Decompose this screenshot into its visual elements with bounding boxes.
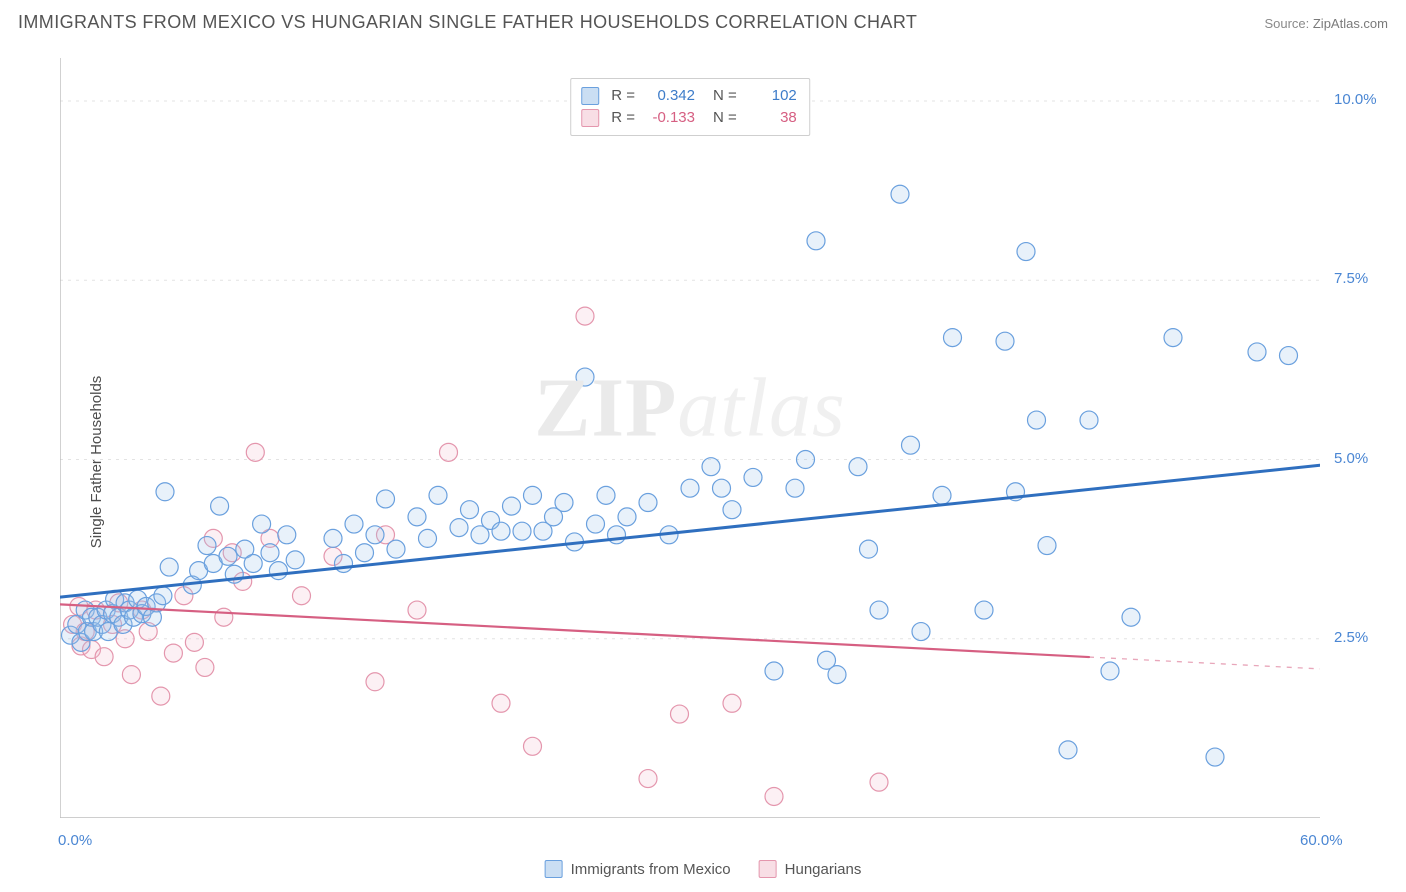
- y-tick-label: 5.0%: [1334, 450, 1368, 467]
- y-tick-label: 7.5%: [1334, 270, 1368, 287]
- stats-n-label-0: N =: [713, 85, 737, 107]
- source-link[interactable]: ZipAtlas.com: [1313, 16, 1388, 31]
- x-min-label: 0.0%: [58, 832, 92, 849]
- stats-n-value-mexico: 102: [745, 85, 797, 107]
- legend-label-mexico: Immigrants from Mexico: [571, 861, 731, 878]
- stats-swatch-mexico: [581, 87, 599, 105]
- y-tick-label: 2.5%: [1334, 629, 1368, 646]
- stats-r-label-0: R =: [611, 85, 635, 107]
- legend-label-hungarian: Hungarians: [785, 861, 862, 878]
- chart-title: IMMIGRANTS FROM MEXICO VS HUNGARIAN SING…: [18, 12, 917, 33]
- series-legend: Immigrants from Mexico Hungarians: [545, 860, 862, 878]
- stats-r-value-mexico: 0.342: [643, 85, 695, 107]
- plot-area: ZIPatlas R = 0.342 N = 102 R = -0.133 N …: [60, 58, 1320, 818]
- legend-swatch-mexico: [545, 860, 563, 878]
- stats-n-value-hungarian: 38: [745, 107, 797, 129]
- stats-row-hungarian: R = -0.133 N = 38: [581, 107, 797, 129]
- legend-item-hungarian: Hungarians: [759, 860, 862, 878]
- y-tick-label: 10.0%: [1334, 91, 1377, 108]
- legend-swatch-hungarian: [759, 860, 777, 878]
- stats-row-mexico: R = 0.342 N = 102: [581, 85, 797, 107]
- stats-r-label-1: R =: [611, 107, 635, 129]
- legend-item-mexico: Immigrants from Mexico: [545, 860, 731, 878]
- stats-n-label-1: N =: [713, 107, 737, 129]
- stats-r-value-hungarian: -0.133: [643, 107, 695, 129]
- stats-swatch-hungarian: [581, 109, 599, 127]
- source-attribution: Source: ZipAtlas.com: [1264, 16, 1388, 31]
- stats-legend: R = 0.342 N = 102 R = -0.133 N = 38: [570, 78, 810, 136]
- chart-container: Single Father Households ZIPatlas R = 0.…: [16, 42, 1390, 882]
- scatter-svg: [60, 58, 1320, 818]
- x-max-label: 60.0%: [1300, 832, 1343, 849]
- source-prefix: Source:: [1264, 16, 1312, 31]
- chart-header: IMMIGRANTS FROM MEXICO VS HUNGARIAN SING…: [0, 0, 1406, 41]
